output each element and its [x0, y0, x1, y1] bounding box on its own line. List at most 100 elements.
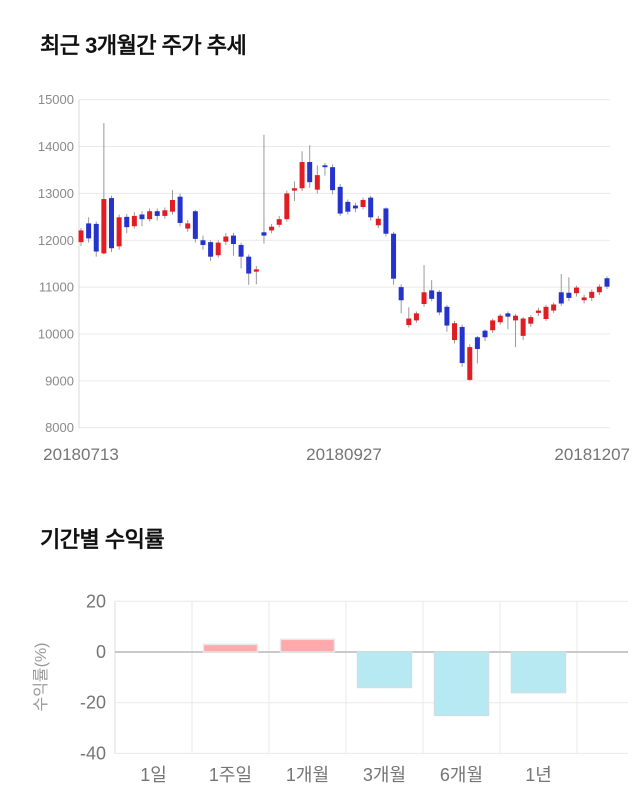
candle-up — [101, 199, 107, 254]
x-axis-date-label: 20180927 — [306, 445, 382, 464]
x-axis-category-label: 3개월 — [363, 765, 406, 785]
candle-down — [459, 326, 465, 364]
candle-up — [497, 315, 503, 323]
candle-up — [78, 230, 84, 243]
y-axis-tick-label: -40 — [80, 743, 106, 763]
candle-up — [513, 315, 519, 321]
candle-down — [383, 208, 389, 234]
bar-positive — [279, 638, 336, 653]
candle-up — [284, 193, 290, 220]
x-axis-category-label: 1개월 — [286, 765, 329, 785]
y-axis-tick-label: 20 — [86, 591, 106, 611]
candle-up — [291, 188, 297, 191]
y-axis-tick-label: 15000 — [38, 92, 74, 107]
y-axis-tick-label: 8000 — [45, 420, 74, 435]
x-axis-category-label: 1년 — [525, 765, 552, 785]
candle-down — [398, 287, 404, 301]
candle-up — [452, 323, 458, 341]
candle-up — [269, 226, 275, 231]
y-axis-tick-label: 14000 — [38, 139, 74, 154]
candle-up — [375, 218, 381, 226]
bar-negative — [433, 651, 490, 717]
bar-negative — [356, 651, 413, 689]
candle-up — [162, 210, 168, 216]
candle-down — [604, 278, 610, 287]
candle-up — [535, 310, 541, 313]
candle-up — [528, 317, 534, 324]
candle-down — [246, 256, 252, 274]
candle-up — [421, 292, 427, 304]
candle-up — [574, 287, 580, 294]
candle-down — [238, 244, 244, 257]
candle-up — [596, 286, 602, 293]
x-axis-category-label: 1주일 — [209, 765, 252, 785]
candle-up — [147, 211, 153, 220]
x-axis-date-label: 20181207 — [554, 445, 630, 464]
candle-up — [589, 291, 595, 298]
y-axis-tick-label: 13000 — [38, 186, 74, 201]
candle-down — [139, 214, 145, 220]
price-chart-title: 최근 3개월간 주가 추세 — [40, 33, 247, 58]
candle-up — [116, 217, 122, 247]
candle-down — [307, 162, 313, 183]
candle-up — [169, 199, 175, 212]
y-axis-tick-label: -20 — [80, 693, 106, 713]
y-axis-tick-label: 9000 — [45, 373, 74, 388]
candle-down — [505, 313, 511, 317]
candle-up — [276, 219, 282, 225]
candle-down — [322, 165, 328, 168]
candle-up — [413, 313, 419, 321]
candle-down — [391, 233, 397, 279]
candle-down — [330, 167, 336, 191]
candle-up — [543, 306, 549, 319]
y-axis-tick-label: 0 — [96, 642, 106, 662]
y-axis-title: 수익률(%) — [32, 642, 50, 711]
candle-down — [337, 186, 343, 214]
candle-up — [467, 347, 473, 380]
candle-down — [86, 223, 92, 239]
candle-down — [261, 232, 267, 236]
candle-up — [406, 318, 412, 326]
candle-down — [200, 240, 206, 245]
candle-down — [124, 216, 130, 228]
candle-down — [482, 330, 488, 338]
candle-up — [490, 320, 496, 331]
candle-down — [154, 211, 160, 216]
candle-up — [314, 175, 320, 190]
y-axis-tick-label: 11000 — [39, 280, 74, 295]
candle-down — [177, 196, 183, 223]
candle-down — [352, 205, 358, 209]
x-axis-category-label: 1일 — [140, 765, 167, 785]
candle-up — [581, 297, 587, 301]
candle-up — [520, 318, 526, 336]
y-axis-tick-label: 10000 — [38, 326, 74, 341]
candle-down — [108, 198, 114, 249]
candle-up — [360, 199, 366, 208]
candle-down — [444, 306, 450, 326]
returns-chart-title: 기간별 수익률 — [40, 527, 165, 552]
candle-down — [429, 290, 435, 299]
candle-down — [230, 235, 236, 245]
price-candlestick-chart: 15000 14000 13000 12000 11000 10000 9000 8000 20… — [38, 92, 630, 464]
candle-down — [345, 201, 351, 212]
candle-down — [93, 223, 99, 252]
x-axis-date-label: 20180713 — [43, 445, 119, 464]
bar-negative — [510, 651, 567, 694]
candle-down — [566, 292, 572, 298]
candle-up — [551, 304, 557, 311]
candle-down — [436, 291, 442, 313]
candle-up — [299, 162, 305, 189]
candle-down — [558, 292, 564, 304]
candle-down — [474, 337, 480, 349]
candle-up — [215, 242, 221, 256]
x-axis-category-label: 6개월 — [440, 765, 483, 785]
candle-up — [223, 236, 229, 242]
returns-bar-chart: 20 0 -20 -40 수익률(%) 1일 1주일 1개월 3개월 6개월 1년 — [32, 591, 628, 785]
candle-down — [208, 242, 214, 257]
candle-down — [368, 197, 374, 218]
y-axis-tick-label: 12000 — [38, 233, 74, 248]
candle-down — [192, 211, 198, 239]
candle-up — [131, 215, 137, 227]
candle-up — [185, 223, 191, 229]
candle-up — [253, 269, 259, 272]
